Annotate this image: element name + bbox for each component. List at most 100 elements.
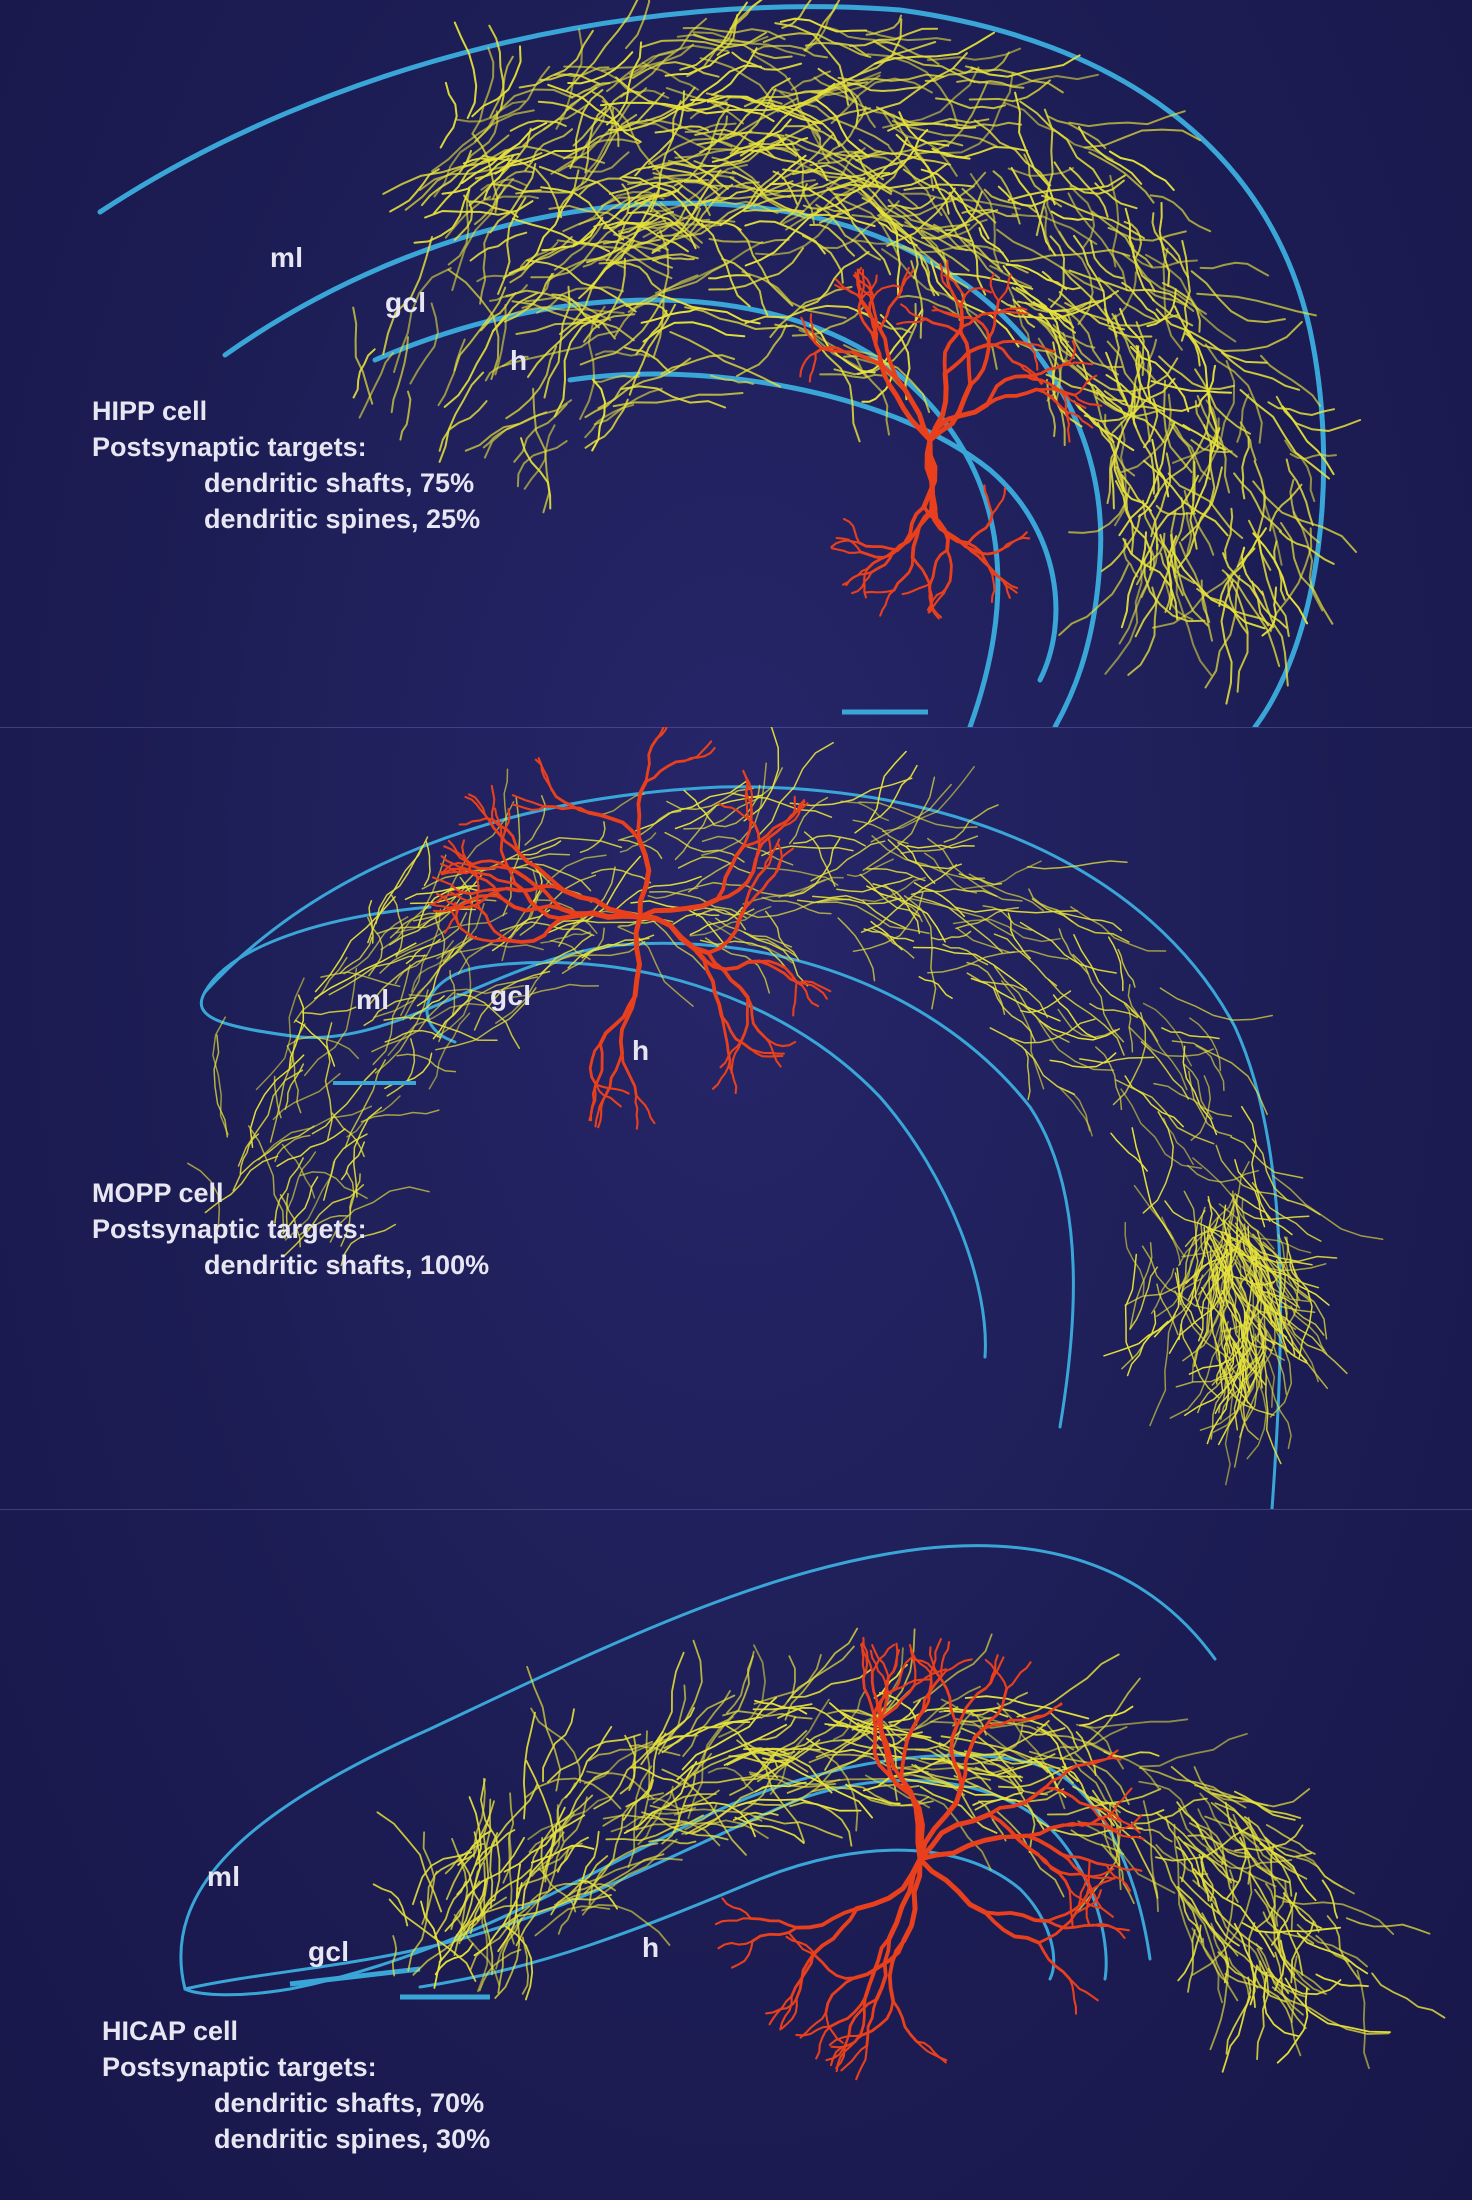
dendrite-branch bbox=[968, 336, 991, 388]
axon-fiber bbox=[696, 881, 795, 897]
axon-fiber bbox=[584, 398, 629, 449]
axon-fiber bbox=[966, 972, 1049, 1018]
axon-fiber bbox=[389, 168, 440, 213]
dendrite-branch bbox=[632, 914, 643, 999]
axon-fiber bbox=[1163, 1117, 1194, 1166]
axon-fiber bbox=[966, 961, 1006, 1015]
axon-fiber bbox=[1047, 978, 1125, 1056]
axon-fiber bbox=[994, 1809, 1065, 1898]
axon-fiber bbox=[479, 230, 490, 305]
dendrite-branch bbox=[1028, 1703, 1063, 1721]
dendrite-branch bbox=[873, 331, 891, 386]
axon-fiber bbox=[516, 440, 568, 488]
axon-fiber bbox=[721, 257, 769, 317]
dendrite-branch bbox=[830, 539, 861, 549]
axon-fiber bbox=[602, 221, 685, 245]
axon-fiber bbox=[968, 873, 1044, 912]
axon-fiber bbox=[451, 876, 474, 958]
axon-fiber bbox=[1210, 1802, 1252, 1885]
axon-fiber bbox=[1019, 100, 1105, 188]
dendrite-branch bbox=[598, 994, 637, 1046]
axon-fiber bbox=[1269, 483, 1303, 532]
axon-fiber bbox=[876, 41, 940, 66]
dendrite-branch bbox=[739, 995, 750, 1043]
dendrite-branch bbox=[990, 571, 1019, 590]
axon-fiber bbox=[619, 1734, 637, 1795]
axon-fiber bbox=[1248, 1945, 1267, 1999]
axon-fiber bbox=[1020, 1727, 1066, 1736]
dendrite-branch bbox=[901, 582, 932, 596]
axon-fiber bbox=[489, 284, 528, 302]
axon-fiber bbox=[1138, 1767, 1247, 1809]
axon-fiber bbox=[314, 896, 396, 993]
axon-fiber bbox=[554, 1853, 665, 1906]
dendrite-branch bbox=[758, 960, 801, 985]
axon-fiber bbox=[1161, 237, 1190, 279]
axon-fiber bbox=[1164, 579, 1194, 621]
axon-fiber bbox=[676, 1723, 788, 1781]
axon-fiber bbox=[324, 1022, 333, 1141]
axon-fiber bbox=[1124, 1221, 1145, 1296]
dendrite-branch bbox=[814, 345, 854, 355]
axon-fiber bbox=[674, 1808, 763, 1822]
axon-fiber bbox=[382, 156, 503, 195]
axon-fiber bbox=[937, 1711, 974, 1762]
axon-fiber bbox=[539, 934, 593, 975]
dendrite-branch bbox=[741, 801, 754, 848]
axon-fiber bbox=[858, 139, 964, 156]
dendrite-branch bbox=[728, 1059, 738, 1095]
dendrite-branch bbox=[715, 844, 746, 902]
axon-fiber bbox=[648, 1839, 697, 1845]
dendrite-branch bbox=[637, 914, 711, 956]
axon-fiber bbox=[1185, 511, 1193, 557]
axon-fiber bbox=[547, 83, 642, 143]
hippocampal-fissure-line bbox=[179, 1544, 1217, 1991]
axon-fiber bbox=[286, 1035, 360, 1060]
axon-fiber bbox=[438, 371, 485, 463]
axon-fiber bbox=[779, 183, 808, 224]
dendrite-branch bbox=[511, 794, 546, 808]
axon-fiber bbox=[368, 899, 374, 944]
axon-fiber bbox=[1187, 1215, 1220, 1301]
axon-fiber bbox=[453, 21, 478, 119]
axon-fiber bbox=[1161, 1027, 1220, 1040]
axon-fiber bbox=[527, 1794, 614, 1841]
dendrite-branch bbox=[717, 1940, 754, 1950]
axon-fiber bbox=[372, 964, 411, 1066]
axon-fiber bbox=[1321, 1879, 1339, 1919]
dendrite-branch bbox=[829, 1995, 868, 2028]
axon-fiber bbox=[442, 943, 544, 963]
dendrite-branch bbox=[706, 906, 747, 955]
axon-fiber bbox=[743, 727, 780, 822]
axon-fiber bbox=[914, 1764, 979, 1789]
axon-fiber bbox=[808, 1753, 929, 1773]
axon-fiber bbox=[1101, 1843, 1135, 1905]
axon-fiber bbox=[872, 883, 921, 935]
axon-fiber bbox=[371, 991, 455, 1053]
axon-fiber bbox=[762, 32, 869, 57]
axon-fiber bbox=[764, 910, 800, 961]
axon-fiber bbox=[1295, 1856, 1355, 1895]
axon-fiber bbox=[699, 939, 793, 976]
axon-fiber bbox=[964, 1695, 1090, 1720]
axon-fiber bbox=[704, 937, 771, 994]
axon-fiber bbox=[584, 105, 608, 174]
axon-fiber bbox=[237, 1069, 304, 1167]
axon-fiber bbox=[783, 125, 884, 181]
axon-fiber bbox=[478, 1948, 522, 1992]
axon-fiber bbox=[1041, 194, 1145, 240]
axon-fiber bbox=[1011, 213, 1098, 245]
axon-fiber bbox=[711, 200, 779, 215]
axon-fiber bbox=[537, 100, 620, 125]
axon-fiber bbox=[624, 346, 671, 373]
axon-fiber bbox=[907, 897, 1015, 938]
dendrite-branch bbox=[787, 1931, 817, 1957]
axon-fiber bbox=[1151, 212, 1180, 263]
dendrite-branch bbox=[879, 1716, 903, 1780]
axon-fiber bbox=[1073, 934, 1139, 1018]
axon-fiber bbox=[637, 1785, 674, 1846]
axon-fiber bbox=[1217, 1951, 1259, 1989]
axon-fiber bbox=[642, 163, 748, 213]
axon-fiber bbox=[1193, 1253, 1215, 1368]
axon-fiber bbox=[591, 378, 606, 452]
